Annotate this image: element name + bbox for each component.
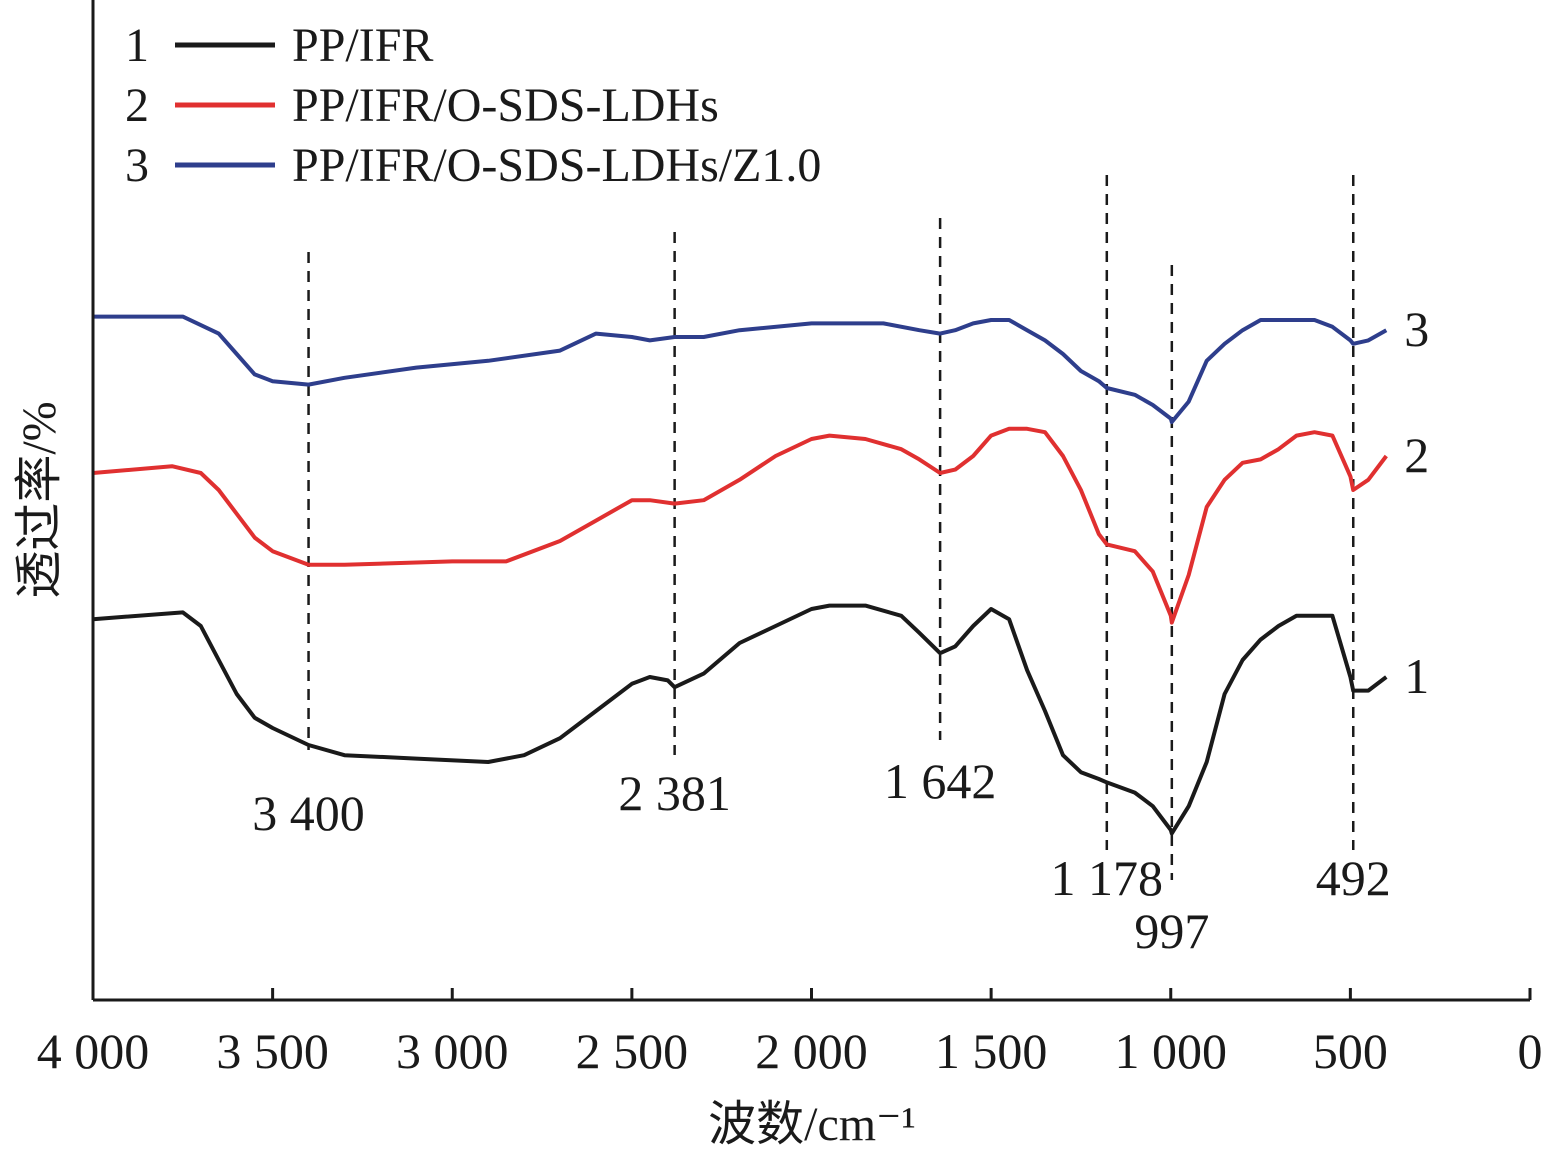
series-layer: 1 2 3 <box>92 301 1429 836</box>
legend: 1 PP/IFR 2 PP/IFR/O-SDS-LDHs 3 PP/IFR/O-SDS-L… <box>125 19 821 192</box>
x-tick-label: 3 500 <box>216 1023 329 1079</box>
peak-label: 3 400 <box>252 785 365 841</box>
peak-label: 1 642 <box>884 753 997 809</box>
x-tick-label: 2 500 <box>576 1023 689 1079</box>
legend-label: PP/IFR/O-SDS-LDHs <box>292 79 719 132</box>
series-line-1 <box>92 603 1388 836</box>
x-tick-label: 0 <box>1518 1023 1543 1079</box>
x-tick-label: 500 <box>1313 1023 1388 1079</box>
peak-label: 492 <box>1316 850 1391 906</box>
x-tick-label: 1 500 <box>935 1023 1048 1079</box>
x-tick-label: 1 000 <box>1115 1023 1228 1079</box>
series-line-2 <box>92 426 1388 625</box>
y-axis-title: 透过率/% <box>13 401 66 598</box>
series-end-label-2: 2 <box>1404 427 1429 483</box>
legend-label: PP/IFR <box>292 19 433 72</box>
tick-layer: 4 000 3 500 3 000 2 500 2 000 1 500 1 000 500 0 <box>37 988 1543 1079</box>
legend-number: 1 <box>125 19 149 72</box>
peak-label: 997 <box>1134 903 1209 959</box>
peak-label: 2 381 <box>618 765 731 821</box>
legend-number: 2 <box>125 79 149 132</box>
legend-number: 3 <box>125 139 149 192</box>
x-tick-label: 3 000 <box>396 1023 509 1079</box>
series-end-label-1: 1 <box>1404 648 1429 704</box>
x-axis-title: 波数/cm⁻¹ <box>708 1098 916 1151</box>
series-line-3 <box>93 314 1388 424</box>
legend-label: PP/IFR/O-SDS-LDHs/Z1.0 <box>292 139 821 192</box>
x-tick-label: 2 000 <box>755 1023 868 1079</box>
series-end-label-3: 3 <box>1404 301 1429 357</box>
peak-label: 1 178 <box>1051 850 1164 906</box>
x-tick-label: 4 000 <box>37 1023 150 1079</box>
